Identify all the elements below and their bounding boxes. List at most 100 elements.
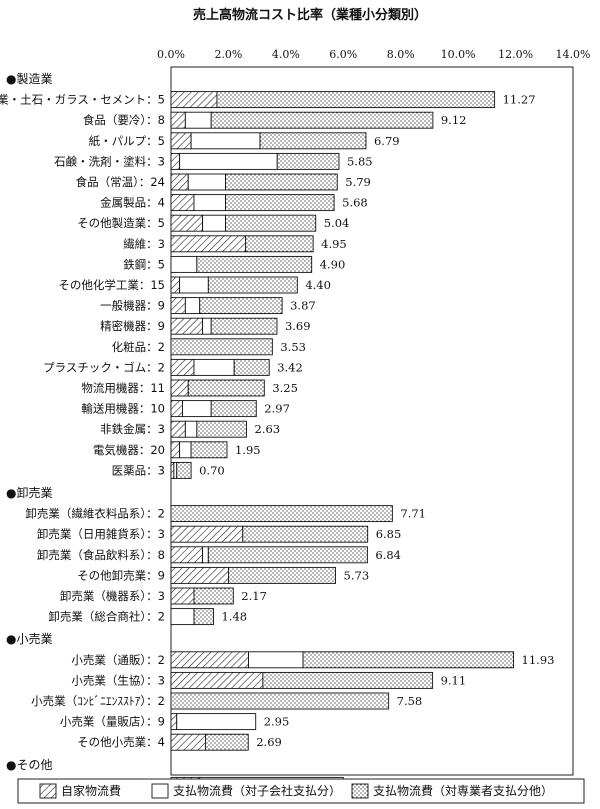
bar-segment-specialist bbox=[233, 358, 270, 376]
data-label: 2.69 bbox=[256, 735, 282, 749]
bar-segment-specialist bbox=[262, 671, 434, 689]
group-label: ●小売業 bbox=[6, 631, 52, 646]
bar-segment-specialist bbox=[207, 546, 368, 564]
data-label: 2.17 bbox=[241, 589, 267, 603]
bar-segment-specialist bbox=[176, 461, 192, 479]
x-tick-label: 14.0% bbox=[556, 48, 591, 61]
category-label: 小売業（生協）：3 bbox=[71, 673, 165, 687]
category-label: 輸送用機器：10 bbox=[81, 402, 165, 416]
bar-segment-self bbox=[170, 173, 189, 191]
bar-segment-self bbox=[170, 132, 192, 150]
bar-segment-specialist bbox=[245, 235, 314, 253]
bar-segment-specialist bbox=[302, 651, 515, 669]
chart-title: 売上高物流コスト比率（業種小分類別） bbox=[193, 7, 427, 23]
category-label: 小売業（ｺﾝﾋﾞﾆｴﾝｽｽﾄｱ）：2 bbox=[31, 694, 165, 708]
bar-segment-self bbox=[170, 733, 206, 751]
bar-segment-specialist bbox=[210, 400, 257, 418]
bar-segment-specialist bbox=[190, 441, 228, 459]
data-label: 5.73 bbox=[344, 568, 370, 582]
bar-segment-subsidiary bbox=[184, 297, 201, 315]
bar-segment-specialist bbox=[205, 733, 249, 751]
bar-segment-subsidiary bbox=[184, 420, 198, 438]
bar-segment-specialist bbox=[259, 132, 367, 150]
category-label: その他製造業：5 bbox=[77, 216, 165, 230]
data-label: 7.58 bbox=[397, 694, 423, 708]
data-label: 5.79 bbox=[345, 175, 371, 189]
bar-segment-specialist bbox=[227, 566, 336, 584]
category-label: 化粧品：2 bbox=[112, 340, 165, 354]
category-label: 物流用機器：11 bbox=[81, 381, 165, 395]
data-label: 2.95 bbox=[264, 715, 290, 729]
category-label: 一般機器：9 bbox=[100, 299, 165, 313]
category-label: 石鹸・洗剤・塗料：3 bbox=[54, 154, 165, 168]
bar-segment-specialist bbox=[216, 91, 496, 109]
category-label: 小売業（通販）：2 bbox=[71, 653, 165, 667]
bar-segment-self bbox=[170, 111, 186, 129]
data-label: 6.85 bbox=[376, 527, 402, 541]
category-label: 卸売業（機器系）：3 bbox=[60, 589, 165, 603]
bar-segment-self bbox=[170, 358, 195, 376]
data-label: 2.97 bbox=[264, 402, 290, 416]
data-label: 1.48 bbox=[221, 610, 247, 624]
bar-segment-subsidiary bbox=[184, 111, 212, 129]
x-tick-label: 10.0% bbox=[441, 48, 476, 61]
category-label: その他小売業：4 bbox=[77, 735, 165, 749]
bar-segment-specialist bbox=[225, 194, 335, 212]
bar-segment-specialist bbox=[170, 338, 273, 356]
legend-label: 支払物流費（対専業者支払分他） bbox=[373, 783, 553, 798]
bar-segment-self bbox=[170, 651, 249, 669]
data-label: 0.70 bbox=[199, 463, 225, 477]
bar-segment-self bbox=[170, 235, 247, 253]
bar-segment-subsidiary bbox=[179, 441, 192, 459]
bar-segment-specialist bbox=[207, 276, 298, 294]
category-label: その他卸売業：9 bbox=[77, 568, 165, 582]
data-label: 5.04 bbox=[324, 216, 350, 230]
x-tick-label: 0.0% bbox=[157, 48, 185, 61]
category-label: 窯業・土石・ガラス・セメント：5 bbox=[0, 93, 165, 107]
data-label: 3.53 bbox=[280, 340, 306, 354]
category-label: 非鉄金属：3 bbox=[100, 422, 165, 436]
bar-segment-specialist bbox=[170, 505, 393, 523]
data-label: 6.79 bbox=[374, 134, 400, 148]
bar-segment-specialist bbox=[225, 173, 338, 191]
bar-segment-self bbox=[170, 713, 178, 731]
bar-segment-subsidiary bbox=[190, 132, 261, 150]
bar-segment-subsidiary bbox=[170, 255, 198, 273]
data-label: 7.71 bbox=[400, 507, 426, 521]
bar-segment-self bbox=[170, 587, 195, 605]
category-label: 食品（常温）：24 bbox=[76, 175, 165, 189]
bar-segment-specialist bbox=[242, 525, 369, 543]
bar-segment-subsidiary bbox=[202, 214, 227, 232]
bar-segment-self bbox=[170, 276, 181, 294]
data-label: 4.90 bbox=[320, 257, 346, 271]
bar-segment-subsidiary bbox=[176, 713, 257, 731]
bar-segment-specialist bbox=[199, 297, 283, 315]
data-label: 3.25 bbox=[272, 381, 298, 395]
data-label: 1.95 bbox=[235, 443, 261, 457]
bar-segment-self bbox=[170, 379, 189, 397]
bar-segment-specialist bbox=[196, 255, 313, 273]
data-label: 3.42 bbox=[277, 360, 303, 374]
group-label: ●製造業 bbox=[6, 72, 52, 86]
category-label: 食品（要冷）：8 bbox=[83, 113, 165, 127]
bar-segment-self bbox=[170, 566, 229, 584]
bar-segment-subsidiary bbox=[193, 358, 235, 376]
bar-segment-subsidiary bbox=[202, 546, 209, 564]
bar-segment-self bbox=[170, 400, 183, 418]
data-label: 2.63 bbox=[255, 422, 281, 436]
category-label: 卸売業（日用雑貨系）：3 bbox=[37, 527, 165, 541]
category-label: 医薬品：3 bbox=[112, 463, 165, 477]
x-tick-label: 4.0% bbox=[272, 48, 300, 61]
bar-segment-subsidiary bbox=[179, 276, 209, 294]
category-label: 卸売業（総合商社）：2 bbox=[48, 610, 165, 624]
data-label: 5.85 bbox=[347, 154, 373, 168]
legend-box bbox=[17, 778, 585, 804]
bar-segment-subsidiary bbox=[170, 608, 195, 626]
data-label: 4.40 bbox=[305, 278, 331, 292]
data-label: 11.27 bbox=[503, 93, 536, 107]
x-tick-label: 8.0% bbox=[387, 48, 415, 61]
legend-swatch bbox=[151, 783, 169, 799]
group-label: ●卸売業 bbox=[6, 485, 52, 500]
bar-segment-specialist bbox=[196, 420, 247, 438]
